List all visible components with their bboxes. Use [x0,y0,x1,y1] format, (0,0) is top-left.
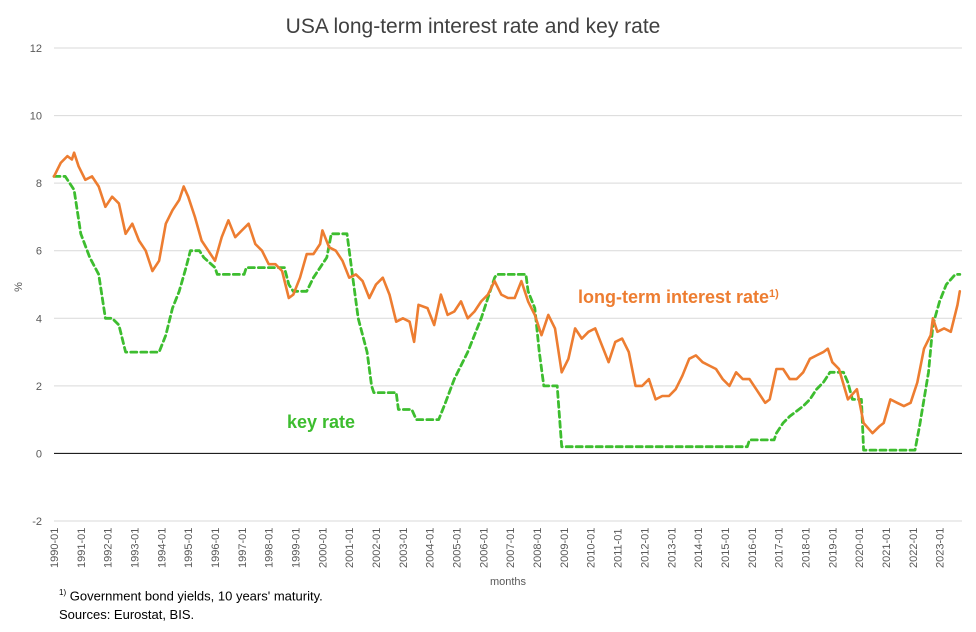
x-tick-label: 2014-01 [693,528,705,568]
y-axis-ticks: -2 0 2 4 6 8 10 12 [30,43,42,528]
x-tick-label: 2013-01 [666,528,678,568]
series-line-long-term-rate [52,151,962,435]
x-tick-label: 1992-01 [103,528,115,568]
x-tick-label: 2007-01 [505,528,517,568]
series-label-key-rate: key rate [287,412,355,432]
x-tick-label: 1997-01 [237,528,249,568]
x-tick-label: 2004-01 [425,528,437,568]
chart-title: USA long-term interest rate and key rate [286,15,661,38]
x-tick-label: 2023-01 [935,528,947,568]
y-tick-label: 2 [36,381,42,393]
footnote-text: Government bond yields, 10 years' maturi… [69,588,323,604]
x-tick-label: 2000-01 [317,528,329,568]
x-tick-label: 2012-01 [639,528,651,568]
x-tick-label: 2021-01 [881,528,893,568]
series-line-key-rate [52,174,962,452]
x-tick-label: 2020-01 [854,528,866,568]
y-tick-label: 8 [36,178,42,190]
y-tick-label: 6 [36,246,42,258]
x-tick-label: 2011-01 [613,528,625,568]
x-tick-label: 2008-01 [532,528,544,568]
y-tick-label: 4 [36,313,42,325]
x-tick-label: 2002-01 [371,528,383,568]
y-tick-label: 10 [30,111,42,123]
x-tick-label: 1991-01 [76,528,88,568]
x-tick-label: 2017-01 [774,528,786,568]
series-label-long-term-rate-text: long-term interest rate [578,287,769,307]
y-axis-label: % [13,282,25,292]
x-tick-label: 1993-01 [130,528,142,568]
y-tick-label: 0 [36,448,42,460]
x-axis-label: months [490,576,527,588]
footnote-line: 1) Government bond yields, 10 years' mat… [59,588,323,603]
x-tick-label: 1990-01 [49,528,61,568]
series-label-long-term-rate-sup: 1) [769,288,779,300]
y-tick-label: -2 [32,516,42,528]
x-tick-label: 2003-01 [398,528,410,568]
x-tick-label: 2015-01 [720,528,732,568]
x-tick-label: 2018-01 [800,528,812,568]
series-lines [52,151,962,452]
x-tick-label: 2010-01 [586,528,598,568]
x-tick-label: 1995-01 [183,528,195,568]
series-label-long-term-rate: long-term interest rate1) [578,287,779,307]
footnote-mark: 1) [59,588,67,597]
x-tick-label: 1999-01 [291,528,303,568]
x-tick-label: 1998-01 [264,528,276,568]
x-tick-label: 2022-01 [908,528,920,568]
sources-line: Sources: Eurostat, BIS. [59,607,195,622]
x-tick-label: 2009-01 [559,528,571,568]
x-tick-label: 2006-01 [478,528,490,568]
gridlines [54,47,962,522]
x-tick-label: 2005-01 [452,528,464,568]
x-axis-ticks: 1990-01 1991-01 1992-01 1993-01 1994-01 1995-… [49,528,947,568]
x-tick-label: 2001-01 [344,528,356,568]
x-tick-label: 2019-01 [827,528,839,568]
y-tick-label: 12 [30,43,42,55]
x-tick-label: 2016-01 [747,528,759,568]
x-tick-label: 1994-01 [156,528,168,568]
x-tick-label: 1996-01 [210,528,222,568]
